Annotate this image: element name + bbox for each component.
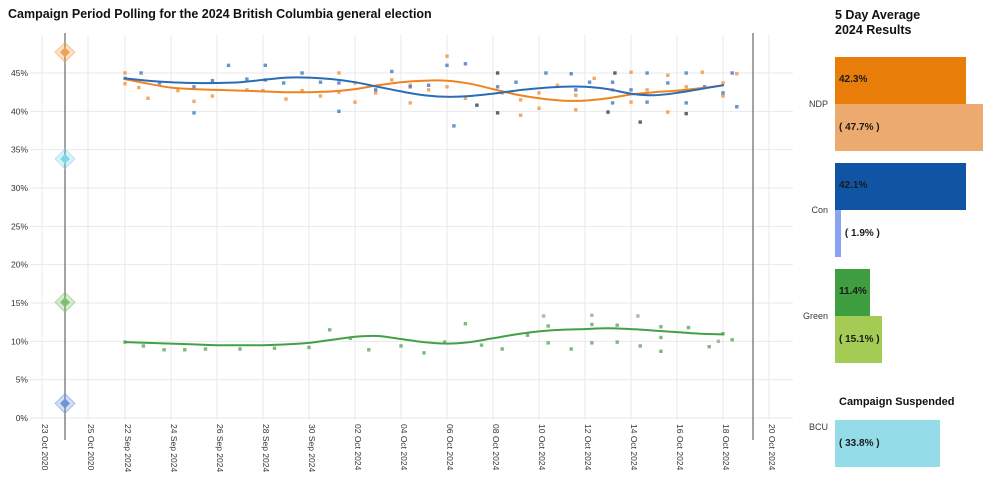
svg-text:25 Oct 2020: 25 Oct 2020 <box>86 424 96 471</box>
bar-con-2024-result <box>835 210 841 257</box>
bar-bcu-2024-result-value: ( 33.8% ) <box>839 438 880 449</box>
bar-ndp-2024-result-value: ( 47.7% ) <box>839 122 880 133</box>
bar-bcu-2024-result <box>835 420 940 467</box>
svg-text:25%: 25% <box>11 221 28 231</box>
side-panel: 5 Day Average 2024 Results 42.3% ( 47.7% … <box>795 0 1000 500</box>
svg-text:30%: 30% <box>11 183 28 193</box>
scatter-unattributed-dark <box>475 71 688 124</box>
svg-text:15%: 15% <box>11 298 28 308</box>
chart-title: Campaign Period Polling for the 2024 Bri… <box>8 7 432 21</box>
bar-green-average-value: 11.4% <box>839 286 867 297</box>
svg-text:20%: 20% <box>11 260 28 270</box>
svg-text:16 Oct 2024: 16 Oct 2024 <box>675 424 685 471</box>
svg-text:24 Sep 2024: 24 Sep 2024 <box>169 424 179 472</box>
svg-text:14 Oct 2024: 14 Oct 2024 <box>629 424 639 471</box>
polling-scatter-chart: 0%5%10%15%20%25%30%35%40%45%23 Oct 2020 2… <box>11 33 793 472</box>
bar-ndp-average-value: 42.3% <box>839 74 868 85</box>
trend-line-green <box>124 327 724 347</box>
svg-text:30 Sep 2024: 30 Sep 2024 <box>307 424 317 472</box>
party-label-bcu: BCU <box>808 422 828 432</box>
election-day-lines <box>64 33 754 440</box>
party-label-green: Green <box>802 311 828 321</box>
x-axis-labels: 23 Oct 2020 25 Oct 2020 22 Sep 2024 24 Sep … <box>40 424 777 472</box>
bar-ndp-average <box>835 57 967 104</box>
bar-green-2024-result <box>835 316 882 363</box>
side-panel-title-line2: 2024 Results <box>835 23 912 37</box>
svg-text:22 Sep 2024: 22 Sep 2024 <box>123 424 133 472</box>
svg-text:0%: 0% <box>16 413 29 423</box>
svg-text:28 Sep 2024: 28 Sep 2024 <box>261 424 271 472</box>
svg-text:02 Oct 2024: 02 Oct 2024 <box>353 424 363 471</box>
svg-text:35%: 35% <box>11 145 28 155</box>
bar-ndp-2024-result <box>835 104 983 151</box>
scatter-green <box>123 322 734 355</box>
trend-line-ndp <box>124 78 724 102</box>
bar-green-2024-result-value: ( 15.1% ) <box>839 334 880 345</box>
svg-text:40%: 40% <box>11 106 28 116</box>
bar-con-2024-result-value: ( 1.9% ) <box>844 228 880 239</box>
party-label-con: Con <box>811 205 828 215</box>
svg-text:10 Oct 2024: 10 Oct 2024 <box>537 424 547 471</box>
bcu-campaign-suspended-label: Campaign Suspended <box>839 396 955 408</box>
svg-text:23 Oct 2020: 23 Oct 2020 <box>40 424 50 471</box>
svg-text:08 Oct 2024: 08 Oct 2024 <box>491 424 501 471</box>
election-2020-result-diamonds <box>54 41 76 415</box>
side-panel-title-line1: 5 Day Average <box>835 8 921 22</box>
bar-green-average <box>835 269 871 316</box>
svg-text:20 Oct 2024: 20 Oct 2024 <box>767 424 777 471</box>
side-panel-title: 5 Day Average 2024 Results <box>835 8 920 38</box>
svg-text:10%: 10% <box>11 336 28 346</box>
scatter-unattributed-gray <box>541 313 721 344</box>
svg-text:06 Oct 2024: 06 Oct 2024 <box>445 424 455 471</box>
y-axis-labels: 0% 5% 10% 15% 20% 25% 30% 35% 40% 45% <box>11 68 28 423</box>
svg-text:04 Oct 2024: 04 Oct 2024 <box>399 424 409 471</box>
svg-text:5%: 5% <box>16 375 29 385</box>
svg-text:12 Oct 2024: 12 Oct 2024 <box>583 424 593 471</box>
svg-text:18 Oct 2024: 18 Oct 2024 <box>721 424 731 471</box>
scatter-ndp <box>123 54 739 117</box>
bar-con-average-value: 42.1% <box>839 180 868 191</box>
party-label-ndp: NDP <box>808 99 828 109</box>
svg-text:45%: 45% <box>11 68 28 78</box>
svg-text:26 Sep 2024: 26 Sep 2024 <box>215 424 225 472</box>
trend-line-con <box>124 76 724 98</box>
bar-con-average <box>835 163 966 210</box>
